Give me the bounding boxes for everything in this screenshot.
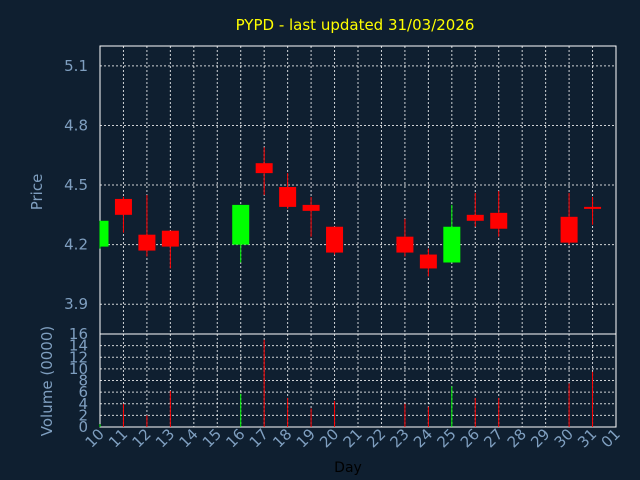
volume-tick-label: 8 xyxy=(78,372,88,390)
volume-tick-label: 2 xyxy=(78,406,88,424)
price-tick-label: 4.8 xyxy=(64,116,88,134)
volume-tick-label: 10 xyxy=(69,360,88,378)
price-tick-label: 5.1 xyxy=(64,57,88,75)
price-tick-label: 4.2 xyxy=(64,236,88,254)
volume-tick-label: 4 xyxy=(78,395,88,413)
candle-body xyxy=(584,206,602,209)
candle-body xyxy=(100,220,109,247)
volume-tick-label: 14 xyxy=(69,337,88,355)
candle-body xyxy=(466,214,484,221)
candle-body xyxy=(419,254,437,269)
price-axis-label: Price xyxy=(28,174,46,211)
candle-body xyxy=(114,198,132,215)
candle-body xyxy=(396,236,414,253)
price-panel: 3.9 4.2 4.5 4.8 5.1 xyxy=(64,45,617,335)
candle-body xyxy=(138,234,156,251)
volume-axis-label: Volume (0000) xyxy=(38,326,56,436)
chart-title: PYPD - last updated 31/03/2026 xyxy=(236,16,475,34)
price-tick-label: 4.5 xyxy=(64,176,88,194)
candle-body xyxy=(255,163,273,174)
candle-body xyxy=(490,212,508,229)
volume-tick-label: 0 xyxy=(78,418,88,436)
x-axis-label: Day xyxy=(334,460,362,476)
candle-body xyxy=(326,226,344,253)
candle-body xyxy=(560,216,578,243)
volume-tick-label: 12 xyxy=(69,348,88,366)
price-tick-label: 3.9 xyxy=(64,295,88,313)
candle-body xyxy=(443,226,461,263)
candle-body xyxy=(232,204,250,245)
candle-body xyxy=(161,230,179,247)
candle-body xyxy=(279,187,297,207)
candle-body xyxy=(302,204,320,211)
volume-tick-label: 16 xyxy=(69,325,88,343)
volume-tick-label: 6 xyxy=(78,383,88,401)
